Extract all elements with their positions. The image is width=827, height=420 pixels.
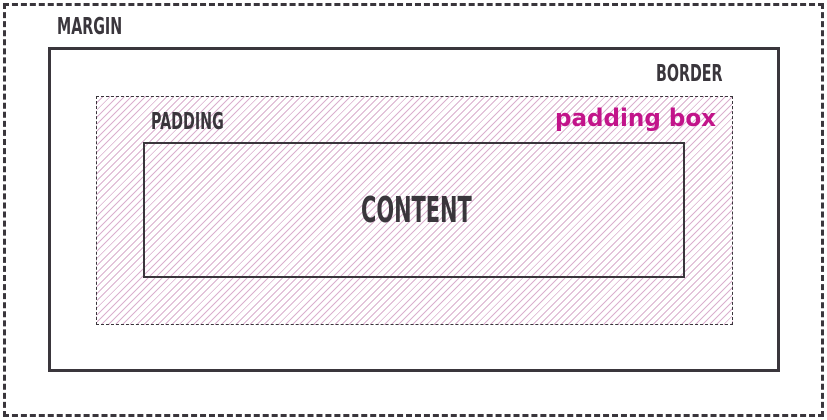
padding-box-label: padding box bbox=[555, 104, 717, 132]
content-box bbox=[143, 142, 685, 278]
border-label: BORDER bbox=[656, 61, 723, 87]
margin-label: MARGIN bbox=[57, 14, 123, 40]
padding-box-area bbox=[96, 96, 733, 325]
margin-box bbox=[3, 3, 824, 417]
border-box bbox=[48, 47, 780, 372]
content-label: CONTENT bbox=[361, 190, 472, 231]
padding-label: PADDING bbox=[151, 109, 224, 135]
